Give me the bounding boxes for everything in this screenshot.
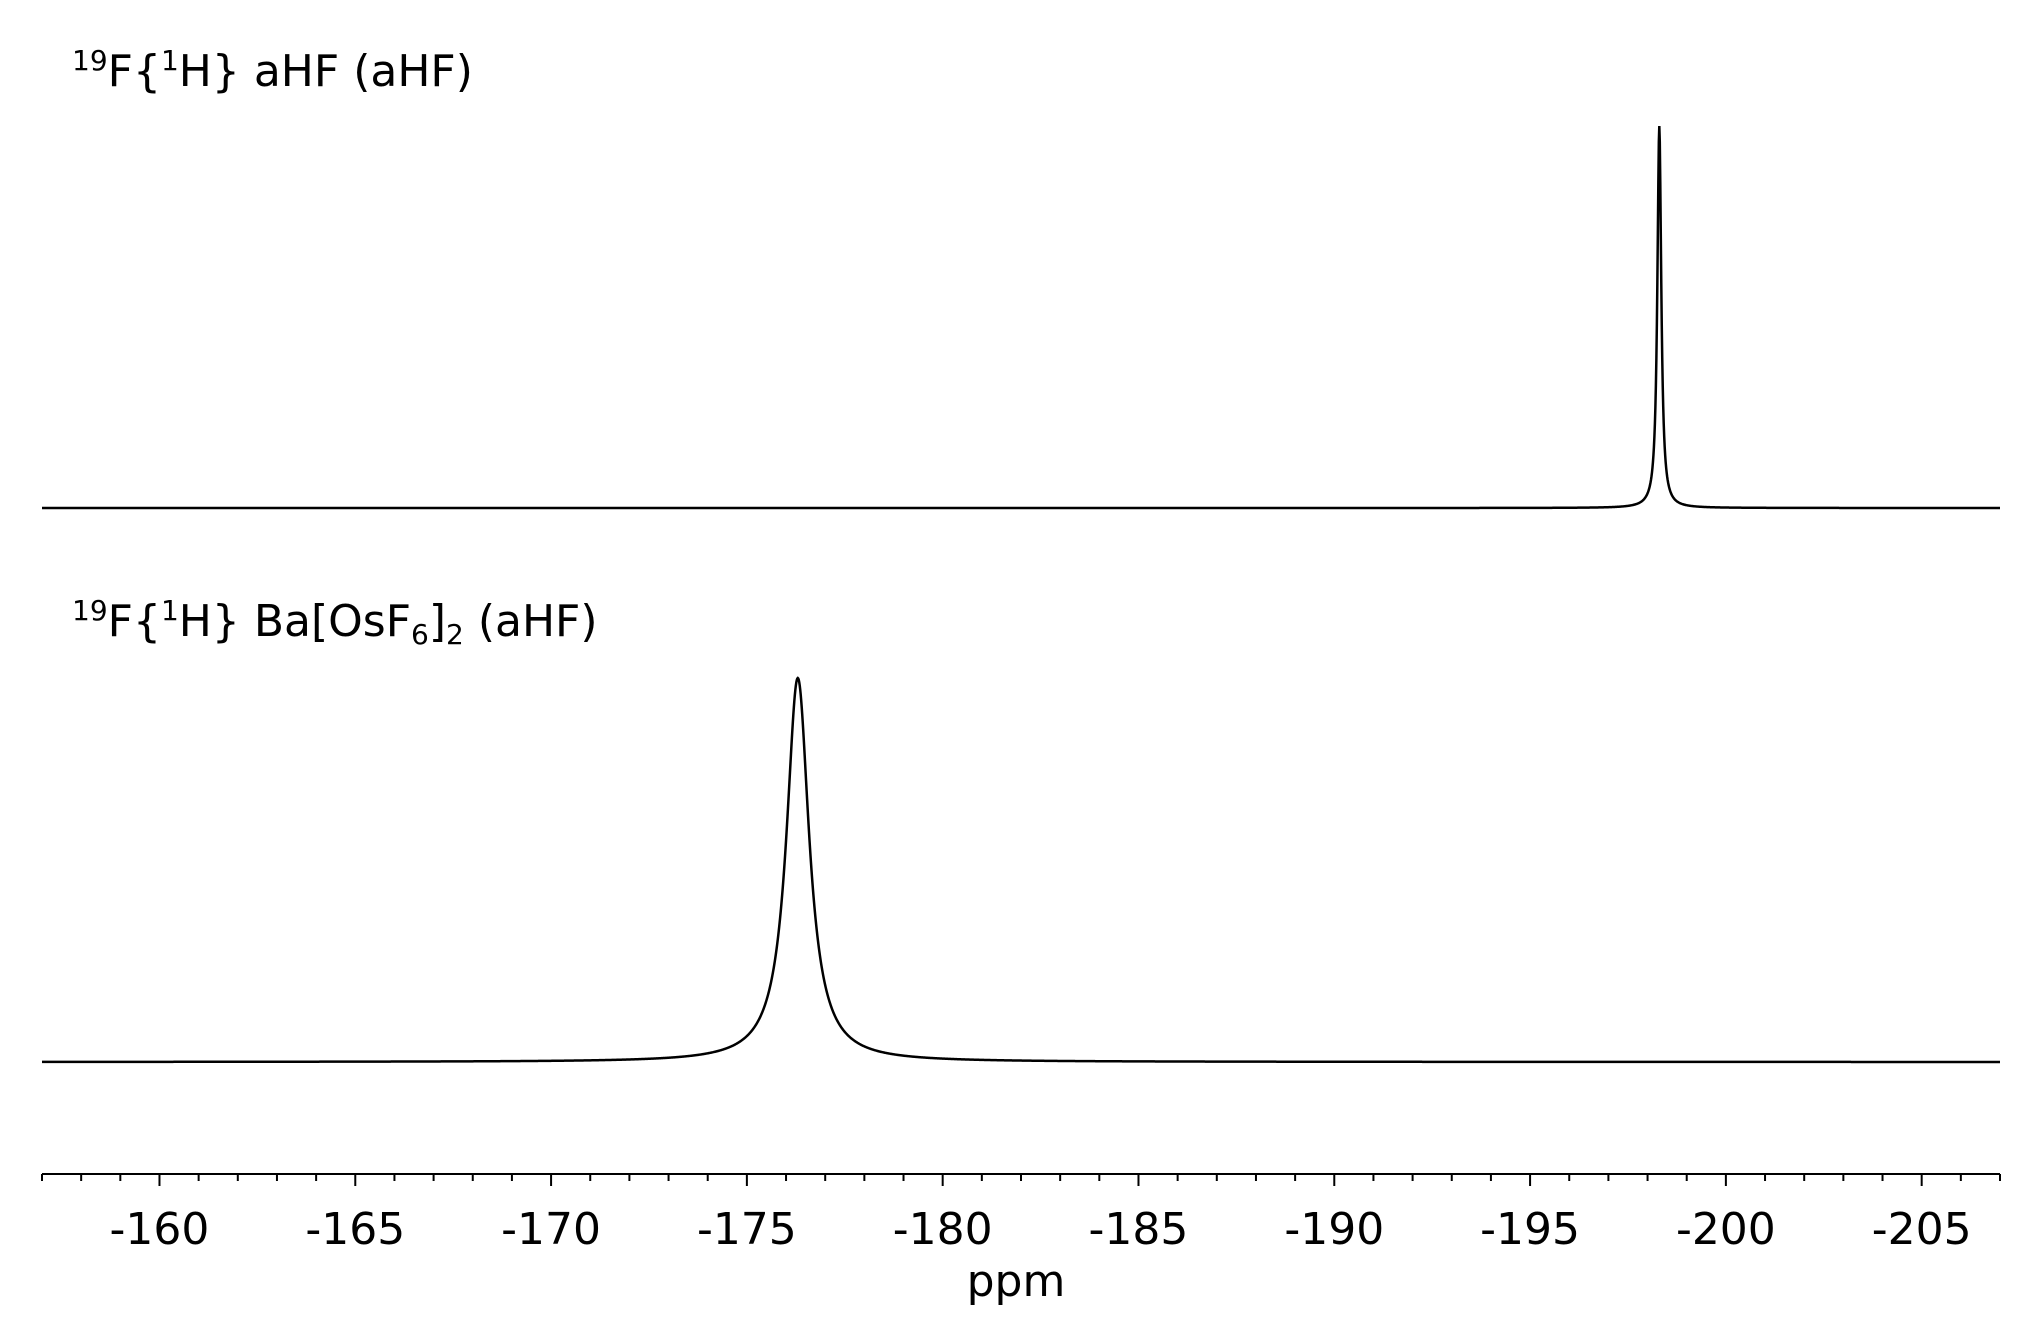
label-sub-6: 6 [411,618,429,651]
label-text-rest: (aHF) [464,596,598,647]
label-sup-19: 19 [72,44,108,77]
label-text-bracket: ] [429,596,446,647]
x-tick-label: -160 [110,1204,210,1255]
x-tick-label: -180 [893,1204,993,1255]
label-text: F{ [108,596,161,647]
label-sup-1: 1 [161,44,179,77]
label-text-mid: H} Ba[OsF [179,596,411,647]
x-tick-label: -205 [1872,1204,1972,1255]
x-axis-ticks [41,1174,2001,1186]
series-line-BaOsF6 [42,676,2000,1064]
series-line-aHF [42,125,2000,510]
x-tick-label: -175 [697,1204,797,1255]
label-text: F{ [108,46,161,97]
label-sup-19: 19 [72,594,108,627]
trace-label-bottom: 19F{1H} Ba[OsF6]2 (aHF) [72,594,598,651]
x-tick-label: -195 [1480,1204,1580,1255]
trace-label-top: 19F{1H} aHF (aHF) [72,44,473,97]
label-sup-1: 1 [161,594,179,627]
x-axis-tick-labels: -160 -165 -170 -175 -180 -185 -190 -195 -200 -205 [110,1204,1972,1255]
x-axis-label: ppm [967,1256,1066,1307]
x-tick-label: -185 [1089,1204,1189,1255]
label-text-rest: H} aHF (aHF) [179,46,473,97]
label-sub-2: 2 [446,618,464,651]
x-tick-label: -200 [1676,1204,1776,1255]
x-tick-label: -165 [305,1204,405,1255]
x-tick-label: -190 [1284,1204,1384,1255]
x-tick-label: -170 [501,1204,601,1255]
